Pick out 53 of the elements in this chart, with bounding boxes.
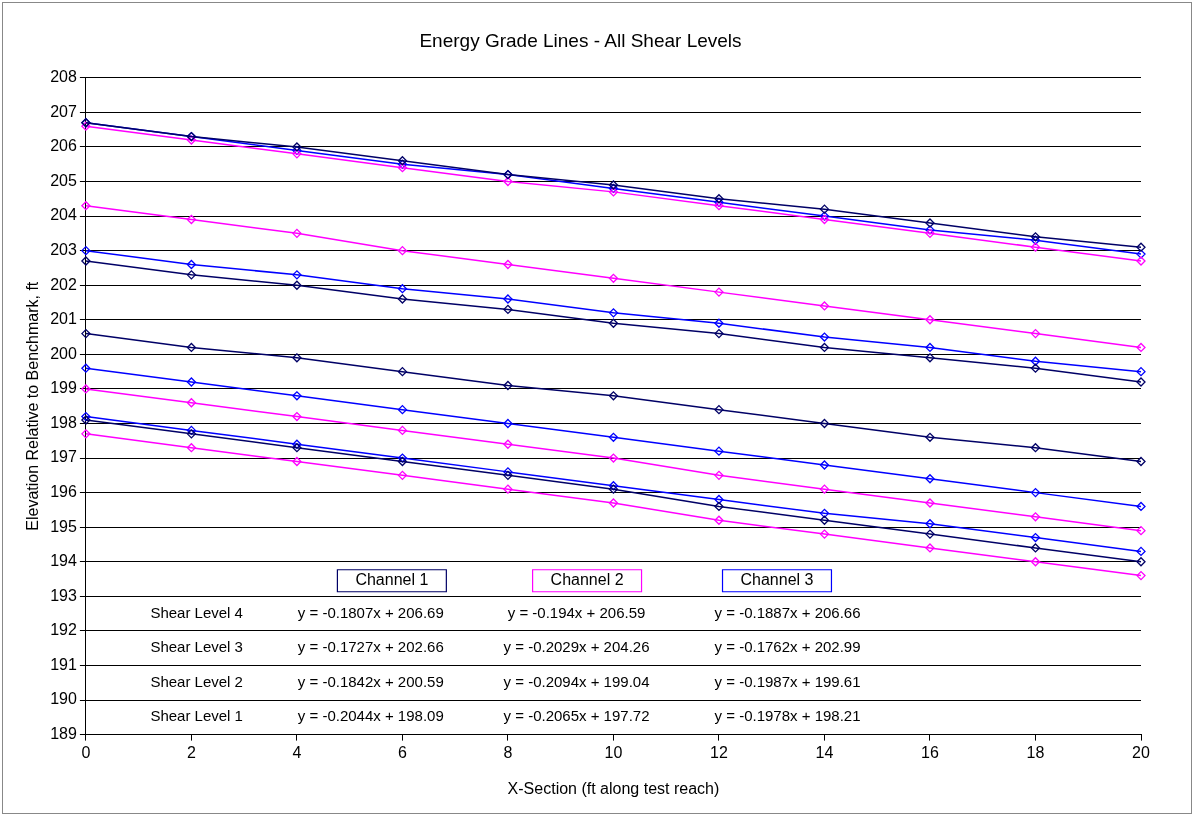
y-tick-label: 203 xyxy=(50,241,77,259)
annotation: y = -0.2094x + 199.04 xyxy=(503,672,650,690)
x-tick-label: 4 xyxy=(292,743,302,761)
y-tick-label: 194 xyxy=(50,552,77,570)
x-tick-label: 20 xyxy=(1132,743,1150,761)
y-tick-label: 204 xyxy=(50,206,77,224)
annotation: Shear Level 3 xyxy=(150,638,243,656)
chart-title: Energy Grade Lines - All Shear Levels xyxy=(419,29,742,51)
y-tick-label: 189 xyxy=(50,725,77,743)
y-tick-label: 199 xyxy=(50,379,77,397)
y-tick-label: 190 xyxy=(50,690,77,708)
annotation: Shear Level 2 xyxy=(150,672,243,690)
y-tick-label: 207 xyxy=(50,102,77,120)
x-tick-label: 8 xyxy=(503,743,513,761)
annotation: Channel 1 xyxy=(355,571,429,589)
y-tick-label: 206 xyxy=(50,137,77,155)
annotation: Shear Level 4 xyxy=(150,603,243,621)
y-tick-label: 200 xyxy=(50,344,77,362)
y-axis-title: Elevation Relative to Benchmark, ft xyxy=(24,281,42,531)
annotation: y = -0.1842x + 200.59 xyxy=(297,672,444,690)
annotation: y = -0.1807x + 206.69 xyxy=(297,603,444,621)
annotation: y = -0.194x + 206.59 xyxy=(507,603,646,621)
x-tick-label: 14 xyxy=(815,743,834,761)
y-tick-label: 205 xyxy=(50,171,77,189)
y-tick-label: 191 xyxy=(50,655,77,673)
y-tick-label: 208 xyxy=(50,68,77,86)
x-tick-label: 0 xyxy=(81,743,91,761)
annotation: Channel 3 xyxy=(740,571,814,589)
y-tick-label: 197 xyxy=(50,448,77,466)
x-tick-label: 10 xyxy=(604,743,623,761)
x-tick-label: 12 xyxy=(710,743,728,761)
y-tick-label: 201 xyxy=(50,310,77,328)
y-tick-label: 193 xyxy=(50,586,77,604)
annotation: y = -0.1727x + 202.66 xyxy=(297,638,444,656)
annotation: y = -0.1887x + 206.66 xyxy=(714,603,861,621)
annotation: y = -0.2065x + 197.72 xyxy=(503,707,650,725)
annotation: y = -0.1987x + 199.61 xyxy=(714,672,861,690)
y-tick-label: 196 xyxy=(50,483,77,501)
x-tick-label: 6 xyxy=(397,743,407,761)
annotation: y = -0.1978x + 198.21 xyxy=(714,707,861,725)
y-tick-label: 192 xyxy=(50,621,77,639)
x-tick-label: 18 xyxy=(1026,743,1045,761)
y-tick-label: 202 xyxy=(50,275,77,293)
x-axis-title: X-Section (ft along test reach) xyxy=(507,779,720,797)
annotation: Channel 2 xyxy=(550,571,624,589)
annotation: y = -0.1762x + 202.99 xyxy=(714,638,861,656)
annotation: y = -0.2029x + 204.26 xyxy=(503,638,650,656)
x-tick-label: 2 xyxy=(186,743,196,761)
annotation: Shear Level 1 xyxy=(150,707,243,725)
x-tick-label: 16 xyxy=(921,743,939,761)
y-tick-label: 195 xyxy=(50,517,77,535)
annotation: y = -0.2044x + 198.09 xyxy=(297,707,444,725)
y-tick-label: 198 xyxy=(50,413,77,431)
